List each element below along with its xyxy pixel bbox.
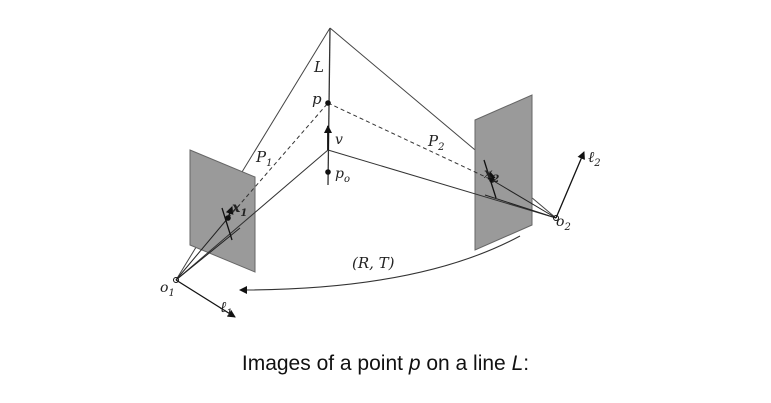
label-v: v bbox=[335, 132, 343, 148]
label-P2: P2 bbox=[427, 132, 444, 153]
ray-right-po bbox=[327, 149, 557, 219]
label-o1: o1 bbox=[160, 280, 175, 299]
image-point-x2 bbox=[489, 177, 495, 183]
label-L: L bbox=[313, 58, 324, 76]
caption-line: L bbox=[511, 352, 524, 375]
ray-left-x1 bbox=[175, 217, 229, 281]
ray-left-fan bbox=[175, 227, 241, 281]
label-p: p bbox=[312, 90, 322, 108]
coimage-arrow-right bbox=[555, 151, 585, 219]
ray-right-x2 bbox=[491, 179, 557, 219]
caption-suffix: : bbox=[523, 352, 530, 375]
label-P1: P1 bbox=[255, 148, 272, 169]
ray-left-po bbox=[175, 149, 329, 281]
proj-ray-left bbox=[227, 102, 329, 219]
image-point-x1 bbox=[225, 215, 231, 221]
label-o2: o2 bbox=[556, 214, 571, 233]
caption-point: p bbox=[408, 352, 421, 375]
label-motion: (R, T) bbox=[352, 254, 395, 272]
ray-right-fan bbox=[484, 194, 557, 219]
camera-center-o2 bbox=[553, 215, 559, 221]
label-l1: ℓ1 bbox=[220, 298, 233, 319]
label-x1: x1 bbox=[231, 200, 247, 219]
line-L bbox=[327, 27, 331, 186]
point-po bbox=[325, 169, 331, 175]
label-po: po bbox=[335, 166, 350, 185]
camera-center-o1 bbox=[173, 277, 179, 283]
image-line-left bbox=[221, 207, 233, 241]
caption-prefix: Images of a point bbox=[241, 352, 409, 375]
proj-ray-right bbox=[327, 102, 493, 181]
label-l2: ℓ2 bbox=[588, 148, 601, 169]
coimage-arrow-left bbox=[175, 279, 236, 318]
image-plane-right bbox=[474, 94, 533, 251]
point-p bbox=[325, 100, 331, 106]
figure-caption: Images of a point p on a line L: bbox=[0, 352, 771, 376]
label-x2: x2 bbox=[483, 166, 499, 185]
caption-middle: on a line bbox=[420, 352, 512, 375]
motion-arc bbox=[239, 235, 521, 294]
